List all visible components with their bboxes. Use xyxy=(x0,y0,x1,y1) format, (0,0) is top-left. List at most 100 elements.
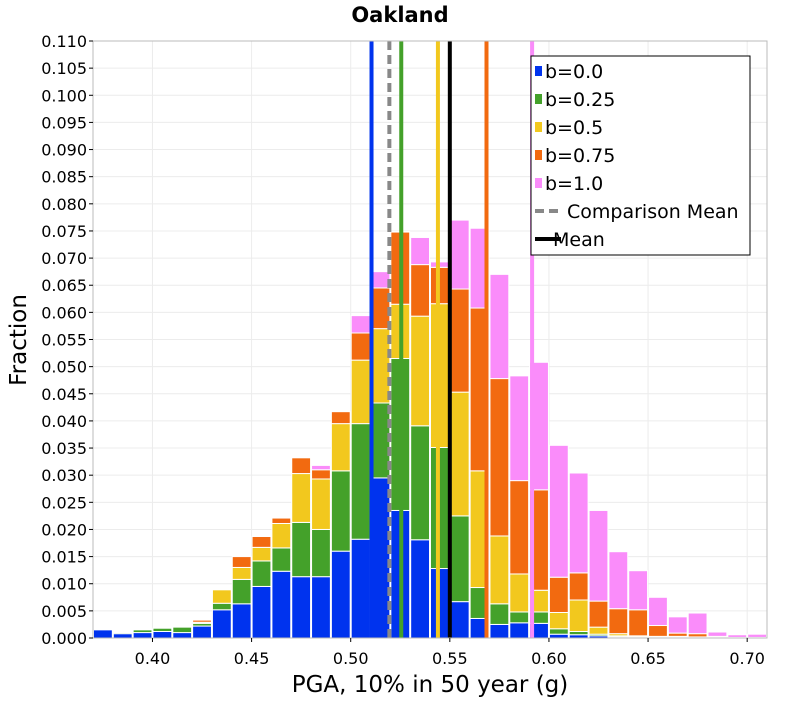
x-axis-label: PGA, 10% in 50 year (g) xyxy=(292,672,569,698)
y-tick-label: 0.055 xyxy=(41,331,87,350)
y-tick-label: 0.080 xyxy=(41,195,87,214)
bar-b=0.0-bin-20 xyxy=(489,623,510,639)
x-tick-label: 0.65 xyxy=(630,649,666,668)
y-tick-label: 0.105 xyxy=(41,59,87,78)
legend-label: b=0.0 xyxy=(545,61,603,83)
bar-b=0.0-bin-6 xyxy=(211,609,232,639)
bar-b=0.5-bin-13 xyxy=(350,359,371,425)
legend-label: Mean xyxy=(553,229,605,251)
bar-b=0.0-bin-23 xyxy=(548,633,569,639)
bar-b=0.5-bin-21 xyxy=(509,573,530,613)
bar-b=1.0-bin-24 xyxy=(568,472,589,574)
bar-b=0.5-bin-7 xyxy=(231,566,252,580)
y-axis-label: Fraction xyxy=(6,294,32,386)
x-tick-label: 0.50 xyxy=(333,649,369,668)
y-tick-label: 0.035 xyxy=(41,439,87,458)
bar-b=0.75-bin-13 xyxy=(350,332,371,361)
bar-b=0.75-bin-16 xyxy=(410,264,431,317)
bar-b=0.5-bin-14 xyxy=(370,328,391,404)
legend-swatch xyxy=(535,122,542,132)
bar-b=1.0-bin-21 xyxy=(509,375,530,482)
y-tick-label: 0.075 xyxy=(41,222,87,241)
legend-item: Comparison Mean xyxy=(535,201,739,223)
bar-b=1.0-bin-33 xyxy=(747,633,767,638)
bar-b=0.5-bin-6 xyxy=(211,589,232,604)
legend-swatch xyxy=(535,94,542,104)
legend-swatch xyxy=(535,150,542,160)
bar-b=0.25-bin-2 xyxy=(132,629,153,634)
bar-b=0.75-bin-28 xyxy=(648,625,668,637)
y-tick-label: 0.045 xyxy=(41,385,87,404)
y-tick-label: 0.050 xyxy=(41,358,87,377)
bars xyxy=(93,219,767,639)
bar-b=0.0-bin-0 xyxy=(93,629,113,639)
legend-box xyxy=(530,55,751,256)
legend-swatch xyxy=(535,178,542,188)
y-tick-label: 0.110 xyxy=(41,32,87,51)
bar-b=0.5-bin-12 xyxy=(330,423,351,472)
bar-b=0.75-bin-26 xyxy=(608,608,629,635)
bar-b=0.25-bin-16 xyxy=(410,425,431,541)
bar-b=0.0-bin-18 xyxy=(449,601,470,639)
legend-swatch xyxy=(535,66,542,76)
bar-b=0.25-bin-11 xyxy=(311,528,331,578)
y-tick-label: 0.085 xyxy=(41,168,87,187)
legend: b=0.0 b=0.25 b=0.5 b=0.75 b=1.0 Comparison Me… xyxy=(530,55,751,256)
bar-b=1.0-bin-26 xyxy=(608,551,629,610)
legend-item: b=0.75 xyxy=(535,145,615,167)
bar-b=0.75-bin-5 xyxy=(192,619,212,623)
bar-b=1.0-bin-18 xyxy=(449,219,470,290)
bar-b=1.0-bin-13 xyxy=(350,315,371,334)
bar-b=0.0-bin-10 xyxy=(291,576,312,639)
bar-b=0.0-bin-9 xyxy=(271,570,292,639)
bar-b=0.25-bin-4 xyxy=(172,626,193,634)
bar-b=0.5-bin-25 xyxy=(588,626,609,635)
bar-b=1.0-bin-29 xyxy=(667,616,688,634)
bar-b=0.75-bin-27 xyxy=(628,609,649,637)
bar-b=0.75-bin-24 xyxy=(568,572,589,601)
y-tick-label: 0.070 xyxy=(41,249,87,268)
bar-b=0.75-bin-9 xyxy=(271,517,292,524)
x-tick-label: 0.60 xyxy=(531,649,567,668)
bar-b=0.25-bin-13 xyxy=(350,423,371,540)
bar-b=0.5-bin-20 xyxy=(489,535,510,605)
bar-b=1.0-bin-30 xyxy=(687,612,708,635)
legend-label: b=0.5 xyxy=(545,117,603,139)
bar-b=0.75-bin-25 xyxy=(588,600,609,628)
y-tick-label: 0.000 xyxy=(41,629,87,648)
legend-label: Comparison Mean xyxy=(567,201,739,223)
bar-b=0.75-bin-11 xyxy=(311,469,331,480)
y-tick-label: 0.005 xyxy=(41,602,87,621)
bar-b=0.0-bin-21 xyxy=(509,622,530,639)
bar-b=0.0-bin-11 xyxy=(311,576,331,639)
bar-b=0.25-bin-3 xyxy=(152,627,173,632)
y-tick-label: 0.040 xyxy=(41,412,87,431)
bar-b=1.0-bin-22 xyxy=(529,361,549,491)
y-tick-label: 0.010 xyxy=(41,575,87,594)
y-tick-label: 0.060 xyxy=(41,303,87,322)
bar-b=1.0-bin-20 xyxy=(489,273,510,380)
bar-b=1.0-bin-32 xyxy=(727,634,748,638)
y-tick-label: 0.020 xyxy=(41,520,87,539)
bar-b=0.75-bin-20 xyxy=(489,378,510,537)
bar-b=0.25-bin-10 xyxy=(291,521,312,578)
bar-b=0.75-bin-18 xyxy=(449,288,470,393)
x-axis-ticks: 0.40 0.45 0.50 0.55 0.60 0.65 0.70 xyxy=(135,638,765,668)
x-tick-label: 0.45 xyxy=(234,649,270,668)
bar-b=1.0-bin-31 xyxy=(707,631,728,637)
legend-label: b=1.0 xyxy=(545,173,603,195)
bar-b=1.0-bin-27 xyxy=(628,570,649,611)
legend-item: b=1.0 xyxy=(535,173,603,195)
bar-b=0.75-bin-23 xyxy=(548,576,569,613)
bar-b=0.5-bin-10 xyxy=(291,473,312,523)
bar-b=0.75-bin-12 xyxy=(330,411,351,425)
bar-b=0.25-bin-18 xyxy=(449,515,470,603)
bar-b=0.25-bin-14 xyxy=(370,402,391,479)
bar-b=0.5-bin-16 xyxy=(410,315,431,427)
y-tick-label: 0.065 xyxy=(41,276,87,295)
bar-b=0.0-bin-4 xyxy=(172,632,193,639)
y-axis-ticks: 0.000 0.005 0.010 0.015 0.020 0.025 0.030 0.035… xyxy=(41,32,93,648)
bar-b=0.0-bin-14 xyxy=(370,477,391,639)
bar-b=0.25-bin-20 xyxy=(489,603,510,625)
legend-item: b=0.0 xyxy=(535,61,603,83)
